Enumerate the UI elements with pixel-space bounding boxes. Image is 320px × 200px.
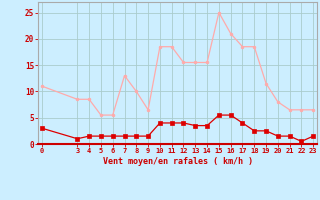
X-axis label: Vent moyen/en rafales ( km/h ): Vent moyen/en rafales ( km/h ) [103,157,252,166]
